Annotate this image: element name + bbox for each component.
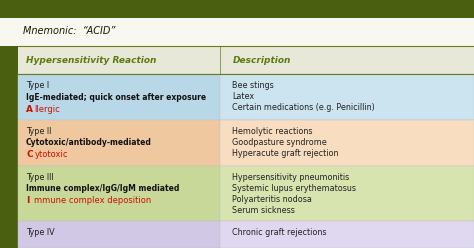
Bar bbox=[0, 0, 474, 18]
Text: Type I: Type I bbox=[26, 81, 49, 90]
Text: Serum sickness: Serum sickness bbox=[232, 206, 295, 215]
Text: Latex: Latex bbox=[232, 92, 255, 101]
Text: Description: Description bbox=[232, 56, 291, 64]
Bar bbox=[220, 166, 474, 220]
Text: Systemic lupus erythematosus: Systemic lupus erythematosus bbox=[232, 184, 356, 193]
Text: Hyperacute graft rejection: Hyperacute graft rejection bbox=[232, 149, 339, 158]
Text: C: C bbox=[26, 150, 33, 159]
Bar bbox=[220, 220, 474, 248]
Text: IgE-mediated; quick onset after exposure: IgE-mediated; quick onset after exposure bbox=[26, 93, 206, 101]
Text: Immune complex/IgG/IgM mediated: Immune complex/IgG/IgM mediated bbox=[26, 184, 179, 193]
Bar bbox=[18, 166, 220, 220]
Text: Certain medications (e.g. Penicillin): Certain medications (e.g. Penicillin) bbox=[232, 103, 375, 112]
Bar bbox=[18, 220, 220, 248]
Text: llergic: llergic bbox=[35, 105, 60, 114]
Bar bbox=[0, 18, 474, 46]
Bar bbox=[0, 46, 18, 248]
Bar bbox=[18, 120, 220, 166]
Text: Bee stings: Bee stings bbox=[232, 81, 274, 90]
Bar bbox=[18, 74, 220, 120]
Bar bbox=[220, 74, 474, 120]
Text: A: A bbox=[26, 105, 33, 114]
Text: ytotoxic: ytotoxic bbox=[35, 150, 68, 159]
Text: Hypersensitivity pneumonitis: Hypersensitivity pneumonitis bbox=[232, 173, 350, 182]
Text: Mnemonic:  “ACID”: Mnemonic: “ACID” bbox=[23, 26, 115, 36]
Text: Type III: Type III bbox=[26, 173, 54, 182]
Text: Goodpasture syndrome: Goodpasture syndrome bbox=[232, 138, 327, 147]
Text: I: I bbox=[26, 196, 29, 205]
Text: Hypersensitivity Reaction: Hypersensitivity Reaction bbox=[26, 56, 156, 64]
Text: Type IV: Type IV bbox=[26, 227, 55, 237]
Text: Cytotoxic/antibody-mediated: Cytotoxic/antibody-mediated bbox=[26, 138, 152, 147]
Text: mmune complex deposition: mmune complex deposition bbox=[35, 196, 152, 205]
Text: Hemolytic reactions: Hemolytic reactions bbox=[232, 127, 313, 136]
Text: Chronic graft rejections: Chronic graft rejections bbox=[232, 227, 327, 237]
Bar bbox=[18, 46, 474, 74]
Text: Type II: Type II bbox=[26, 127, 51, 136]
Text: Polyarteritis nodosa: Polyarteritis nodosa bbox=[232, 195, 312, 204]
Bar bbox=[220, 120, 474, 166]
